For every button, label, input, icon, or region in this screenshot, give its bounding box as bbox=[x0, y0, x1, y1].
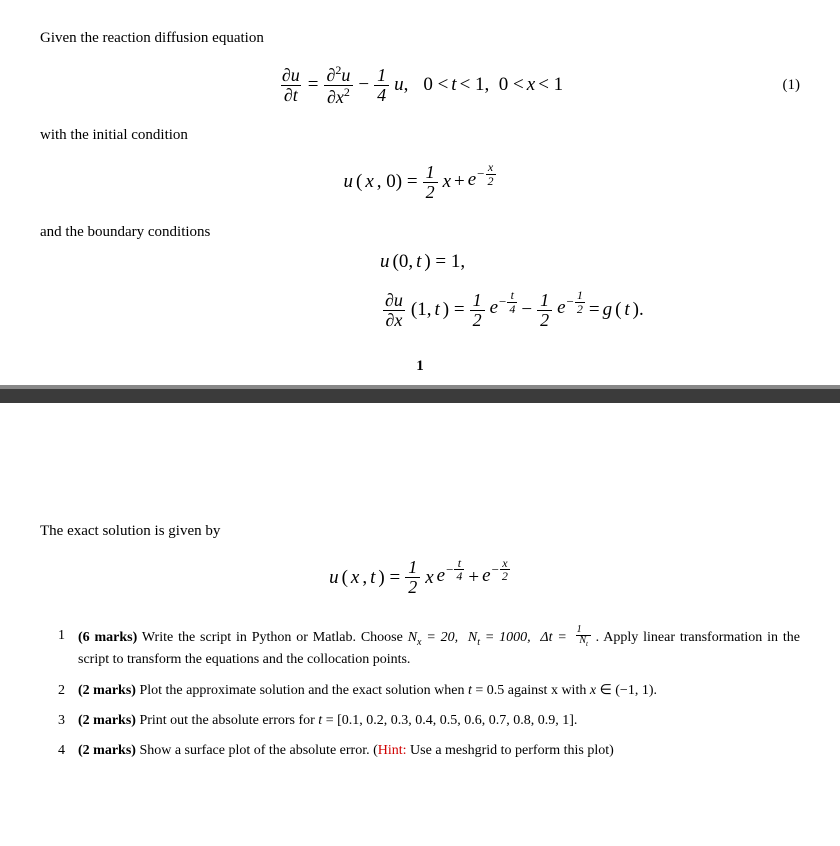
equation-exact: u(x, t) = 12 x e−t4 + e−x2 bbox=[40, 552, 800, 604]
question-3: 3 (2 marks) Print out the absolute error… bbox=[58, 711, 800, 731]
question-4: 4 (2 marks) Show a surface plot of the a… bbox=[58, 741, 800, 761]
eq1-number: (1) bbox=[783, 77, 801, 94]
question-1: 1 (6 marks) Write the script in Python o… bbox=[58, 626, 800, 671]
page-number-1: 1 bbox=[40, 358, 800, 375]
question-2: 2 (2 marks) Plot the approximate solutio… bbox=[58, 681, 800, 701]
page-2: The exact solution is given by u(x, t) =… bbox=[0, 493, 840, 802]
q4-marks: (2 marks) bbox=[78, 743, 136, 758]
q3-body: (2 marks) Print out the absolute errors … bbox=[78, 711, 800, 731]
equation-1: ∂u∂t = ∂2u∂x2 − 14 u, 0 < t < 1, 0 < x <… bbox=[40, 59, 800, 111]
q1-text-a: Write the script in Python or Matlab. Ch… bbox=[137, 630, 407, 645]
eq-bc2-math: ∂u∂x (1, t) = 12 e−t4 − 12 e−12 = g(t). bbox=[380, 291, 644, 330]
q2-num: 2 bbox=[58, 681, 78, 701]
q1-num: 1 bbox=[58, 626, 78, 671]
intro-text: Given the reaction diffusion equation bbox=[40, 28, 800, 49]
q3-text: Print out the absolute errors for t = [0… bbox=[136, 713, 577, 728]
boundary-cond-text: and the boundary conditions bbox=[40, 222, 800, 243]
eq-bc1-math: u(0, t) = 1, bbox=[380, 251, 465, 273]
q4-hint: Hint: bbox=[378, 743, 407, 758]
page-gap bbox=[0, 403, 840, 493]
q4-text-a: Show a surface plot of the absolute erro… bbox=[136, 743, 378, 758]
exact-sol-text: The exact solution is given by bbox=[40, 521, 800, 542]
q4-num: 4 bbox=[58, 741, 78, 761]
q3-marks: (2 marks) bbox=[78, 713, 136, 728]
q4-body: (2 marks) Show a surface plot of the abs… bbox=[78, 741, 800, 761]
eq-exact-math: u(x, t) = 12 x e−t4 + e−x2 bbox=[329, 558, 511, 597]
q3-num: 3 bbox=[58, 711, 78, 731]
q1-params: Nx = 20, Nt = 1000, Δt = bbox=[408, 630, 572, 645]
q2-text: Plot the approximate solution and the ex… bbox=[136, 683, 657, 698]
equation-ic: u(x, 0) = 12 x + e−x2 bbox=[40, 156, 800, 208]
page-separator bbox=[0, 385, 840, 403]
page-1: Given the reaction diffusion equation ∂u… bbox=[0, 0, 840, 385]
equation-bc: u(0, t) = 1, ∂u∂x (1, t) = 12 e−t4 − 12 … bbox=[40, 251, 800, 330]
q1-marks: (6 marks) bbox=[78, 630, 137, 645]
initial-cond-text: with the initial condition bbox=[40, 125, 800, 146]
eq-ic-math: u(x, 0) = 12 x + e−x2 bbox=[344, 163, 497, 202]
q2-marks: (2 marks) bbox=[78, 683, 136, 698]
q4-text-b: Use a meshgrid to perform this plot) bbox=[407, 743, 614, 758]
q1-body: (6 marks) Write the script in Python or … bbox=[78, 626, 800, 671]
eq1-math: ∂u∂t = ∂2u∂x2 − 14 u, 0 < t < 1, 0 < x <… bbox=[277, 64, 563, 107]
q2-body: (2 marks) Plot the approximate solution … bbox=[78, 681, 800, 701]
